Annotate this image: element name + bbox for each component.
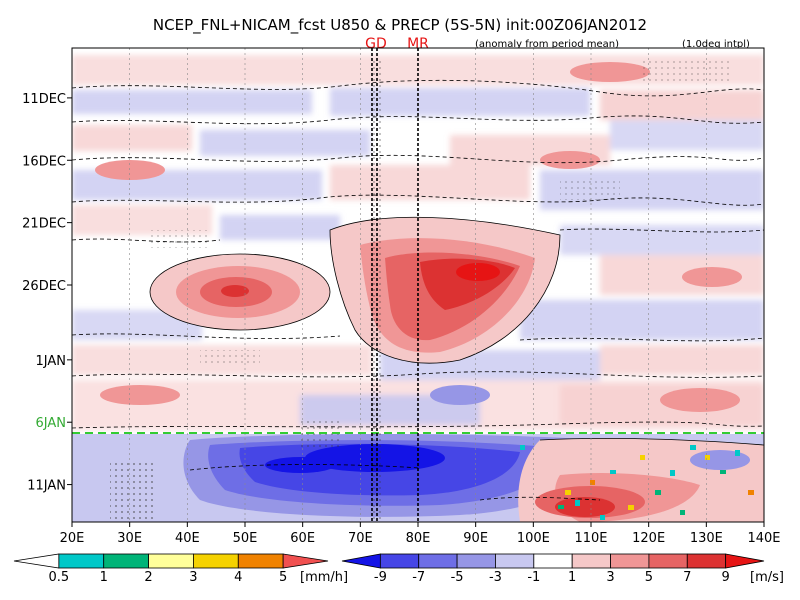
precip-legend: 0.5 1 2 3 4 5 <box>13 553 329 585</box>
wind-legend-label: 7 <box>683 570 691 585</box>
y-tick-label: 6JAN <box>36 416 67 431</box>
precip-legend-swatch <box>282 553 329 569</box>
x-tick-label: 80E <box>406 531 431 546</box>
x-tick-label: 130E <box>690 531 723 546</box>
wind-legend-swatch <box>456 553 496 569</box>
wind-legend-label: 3 <box>606 570 614 585</box>
chart-title: NCEP_FNL+NICAM_fcst U850 & PRECP (5S-5N)… <box>153 16 647 35</box>
wind-legend-label: 5 <box>645 570 653 585</box>
westerly-anomaly-forecast-110e <box>518 438 764 522</box>
contour-lines <box>72 79 764 501</box>
chart-subtitle-right: (1.0deg intpl) <box>682 39 750 50</box>
precip-legend-swatch <box>193 553 239 569</box>
wind-legend-label: -7 <box>412 570 425 585</box>
wind-legend-label: 9 <box>721 570 729 585</box>
westerly-anomaly-50e <box>150 254 330 330</box>
precip-legend-unit: [mm/h] <box>300 570 348 585</box>
wind-legend: -9 -7 -5 -3 -1 1 3 5 7 9 <box>341 553 765 585</box>
precip-legend-label: 1 <box>100 570 108 585</box>
wind-legend-swatch <box>495 553 535 569</box>
contour-solid <box>149 216 764 446</box>
wind-legend-swatch <box>533 553 573 569</box>
y-tick-label: 16DEC <box>22 154 66 169</box>
precip-legend-swatch <box>103 553 149 569</box>
x-tick-label: 30E <box>117 531 142 546</box>
grid-lines <box>129 48 707 522</box>
precip-legend-swatch <box>237 553 284 569</box>
wind-legend-label: 1 <box>568 570 576 585</box>
wind-legend-label: -9 <box>374 570 387 585</box>
precip-speckles <box>520 445 754 520</box>
precip-legend-swatch <box>13 553 60 569</box>
wind-legend-unit: [m/s] <box>750 570 784 585</box>
x-tick-label: 100E <box>517 531 550 546</box>
precip-legend-label: 3 <box>189 570 197 585</box>
x-tick-label: 50E <box>233 531 258 546</box>
gd-marker-label: GD <box>365 36 387 52</box>
wind-legend-swatch <box>725 553 765 569</box>
y-tick-label: 1JAN <box>36 354 67 369</box>
wind-legend-swatch <box>341 553 381 569</box>
x-tick-label: 40E <box>175 531 200 546</box>
wind-legend-label: -3 <box>489 570 502 585</box>
minor-westerly-blobs <box>95 62 742 412</box>
y-tick-label: 11DEC <box>22 92 66 107</box>
y-axis: 11DEC 16DEC 21DEC 26DEC 1JAN 6JAN 11JAN <box>22 92 72 494</box>
x-tick-label: 20E <box>60 531 85 546</box>
x-axis: 20E 30E 40E 50E 60E 70E 80E 90E 100E 110E 120E 130E… <box>60 522 781 546</box>
wind-legend-swatch <box>648 553 688 569</box>
wind-legend-swatch <box>418 553 458 569</box>
precip-legend-label: 2 <box>144 570 152 585</box>
precip-legend-label: 4 <box>234 570 242 585</box>
wind-legend-swatch <box>610 553 650 569</box>
x-tick-label: 120E <box>632 531 665 546</box>
wind-legend-swatch <box>379 553 420 569</box>
wind-legend-label: -1 <box>527 570 540 585</box>
chart-subtitle-left: (anomaly from period mean) <box>475 39 619 50</box>
wind-legend-label: -5 <box>451 570 464 585</box>
x-tick-label: 110E <box>574 531 607 546</box>
mr-marker-label: MR <box>407 36 429 52</box>
x-tick-label: 90E <box>463 531 488 546</box>
y-tick-label: 11JAN <box>27 479 66 494</box>
wind-legend-swatch <box>686 553 727 569</box>
precip-legend-label: 5 <box>279 570 287 585</box>
x-tick-label: 70E <box>348 531 373 546</box>
y-tick-label: 21DEC <box>22 217 66 232</box>
x-tick-label: 60E <box>290 531 315 546</box>
precip-legend-swatch <box>148 553 194 569</box>
precip-legend-label: 0.5 <box>49 570 70 585</box>
precip-hatching <box>110 60 730 520</box>
wind-legend-swatch <box>571 553 611 569</box>
x-tick-label: 140E <box>747 531 780 546</box>
precip-legend-swatch <box>58 553 105 569</box>
y-tick-label: 26DEC <box>22 279 66 294</box>
